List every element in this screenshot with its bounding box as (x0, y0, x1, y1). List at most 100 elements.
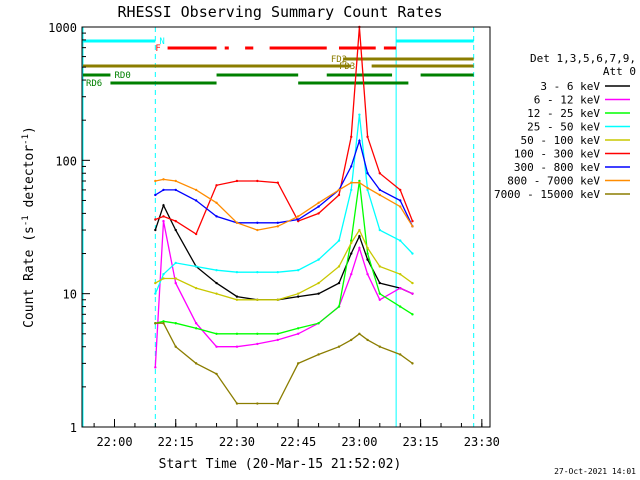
data-point-3-4 (215, 268, 218, 272)
data-point-5-7 (276, 181, 279, 184)
data-point-3-0 (154, 292, 157, 295)
data-point-5-13 (366, 135, 369, 139)
legend-header: Det 1,3,5,6,7,9, (530, 52, 636, 65)
legend-label: 25 - 50 keV (527, 121, 600, 134)
data-point-5-0 (154, 218, 157, 221)
data-point-2-10 (337, 305, 341, 308)
data-point-0-2 (174, 228, 177, 232)
data-point-6-15 (399, 199, 402, 202)
annotation-f-label: F (155, 44, 160, 54)
data-point-4-8 (296, 292, 300, 295)
data-point-8-9 (317, 353, 320, 356)
data-point-1-4 (215, 345, 218, 348)
data-point-1-6 (256, 342, 259, 346)
data-point-6-8 (296, 218, 300, 221)
data-point-6-2 (174, 188, 177, 192)
data-point-3-1 (162, 272, 165, 276)
data-point-8-2 (174, 345, 177, 348)
data-point-5-10 (337, 193, 341, 197)
data-point-6-13 (366, 172, 369, 175)
data-point-7-9 (317, 201, 320, 205)
data-point-8-0 (154, 322, 157, 325)
data-point-2-5 (235, 332, 239, 336)
data-point-5-9 (317, 212, 320, 215)
data-point-5-2 (174, 219, 177, 223)
data-point-5-14 (378, 172, 382, 175)
series-line-7000-15000kev (155, 322, 413, 405)
legend-label: 800 - 7000 keV (507, 175, 600, 188)
data-point-0-1 (162, 204, 165, 207)
timestamp: 27-Oct-2021 14:01 (554, 467, 636, 476)
data-point-7-6 (256, 228, 259, 232)
data-point-4-12 (358, 228, 361, 232)
data-point-7-1 (162, 178, 165, 181)
x-tick-label: 23:30 (464, 435, 500, 449)
data-point-6-14 (378, 188, 382, 192)
data-point-4-2 (174, 277, 177, 280)
legend-header: Att 0 (603, 65, 636, 78)
data-point-3-6 (256, 270, 259, 274)
data-point-8-15 (399, 353, 402, 356)
data-point-2-2 (174, 322, 177, 325)
data-point-3-7 (276, 270, 279, 274)
series-line-50-100kev (154, 228, 413, 301)
x-tick-label: 22:00 (96, 435, 132, 449)
data-point-4-13 (366, 246, 369, 250)
data-point-8-12 (358, 332, 361, 336)
data-point-3-5 (235, 270, 239, 274)
x-tick-label: 22:15 (158, 435, 194, 449)
data-point-8-14 (378, 345, 382, 348)
data-point-8-5 (235, 402, 239, 405)
data-point-1-15 (399, 286, 402, 290)
legend-label: 7000 - 15000 keV (494, 188, 600, 201)
data-point-5-6 (256, 179, 259, 183)
data-point-2-14 (378, 292, 382, 295)
data-point-6-1 (162, 188, 165, 192)
data-point-6-9 (317, 205, 320, 208)
x-tick-label: 23:00 (341, 435, 377, 449)
data-point-0-11 (350, 252, 353, 255)
data-point-0-12 (358, 234, 361, 238)
data-point-7-16 (411, 225, 414, 228)
y-tick-label: 10 (63, 288, 77, 302)
data-point-1-11 (350, 272, 353, 276)
data-point-4-16 (411, 281, 414, 285)
data-point-7-5 (235, 221, 239, 225)
series-line-300-800kev (154, 138, 414, 227)
data-point-3-12 (358, 113, 361, 116)
data-point-2-8 (296, 327, 300, 330)
data-point-2-16 (411, 313, 414, 316)
data-point-3-9 (317, 258, 320, 261)
series-line-800-7000kev (155, 178, 414, 231)
data-point-2-12 (358, 179, 361, 183)
data-point-4-0 (154, 281, 157, 285)
data-point-5-16 (411, 219, 414, 223)
data-point-1-7 (276, 338, 279, 342)
data-point-7-14 (378, 193, 382, 197)
data-point-6-4 (215, 215, 218, 218)
data-point-6-3 (194, 199, 198, 202)
data-point-7-4 (215, 201, 218, 205)
data-point-3-8 (296, 268, 300, 272)
data-point-0-4 (215, 281, 218, 285)
data-point-8-6 (256, 402, 259, 405)
data-point-4-3 (194, 286, 198, 290)
data-point-6-6 (256, 221, 259, 225)
data-point-4-10 (337, 265, 341, 268)
data-point-4-11 (350, 241, 353, 245)
legend-label: 100 - 300 keV (514, 148, 600, 161)
data-point-8-10 (337, 345, 341, 348)
series-line-3-6kev (154, 203, 413, 301)
plot-frame (81, 26, 491, 428)
data-point-0-9 (317, 292, 320, 295)
data-point-8-7 (276, 402, 279, 405)
data-point-2-3 (194, 327, 198, 330)
data-point-1-3 (194, 322, 198, 325)
data-point-1-2 (174, 281, 177, 285)
data-point-7-10 (337, 188, 341, 192)
data-point-6-11 (350, 165, 353, 168)
y-tick-label: 100 (55, 154, 77, 168)
data-point-2-6 (256, 332, 259, 336)
data-point-8-8 (296, 362, 300, 365)
